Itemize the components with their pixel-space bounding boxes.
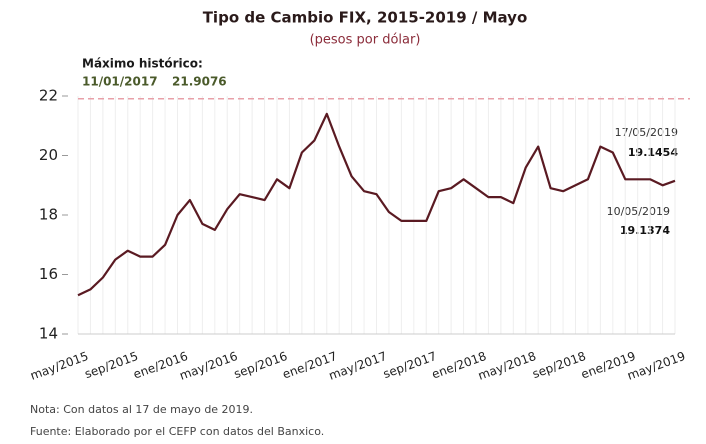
note: Nota: Con datos al 17 de mayo de 2019. — [30, 403, 253, 416]
chart-title: Tipo de Cambio FIX, 2015-2019 / Mayo — [203, 9, 528, 27]
y-tick-label: 16 — [39, 265, 58, 283]
chart-subtitle: (pesos por dólar) — [310, 33, 421, 48]
x-tick-label: may/2015 — [28, 349, 90, 383]
y-tick-label: 22 — [39, 87, 58, 105]
point-date: 10/05/2019 — [607, 205, 670, 218]
x-tick-label: may/2016 — [178, 349, 240, 383]
point-value: 19.1374 — [620, 224, 670, 237]
max-label: Máximo histórico: — [82, 57, 203, 71]
y-tick-label: 18 — [39, 206, 58, 224]
x-tick-label: sep/2018 — [530, 349, 587, 381]
max-value: 21.9076 — [172, 75, 227, 89]
point-value: 19.1454 — [628, 146, 678, 159]
x-tick-label: may/2018 — [476, 349, 538, 383]
note: Fuente: Elaborado por el CEFP con datos … — [30, 425, 324, 438]
x-tick-label: sep/2017 — [381, 349, 438, 381]
series-line — [77, 112, 676, 297]
x-tick-label: may/2019 — [625, 349, 687, 383]
max-date: 11/01/2017 — [82, 75, 158, 89]
x-tick-label: may/2017 — [327, 349, 389, 383]
y-tick-label: 20 — [39, 146, 58, 164]
x-tick-label: sep/2016 — [232, 349, 289, 381]
x-tick-label: sep/2015 — [83, 349, 140, 381]
point-date: 17/05/2019 — [615, 126, 678, 139]
y-tick-label: 14 — [39, 325, 58, 343]
